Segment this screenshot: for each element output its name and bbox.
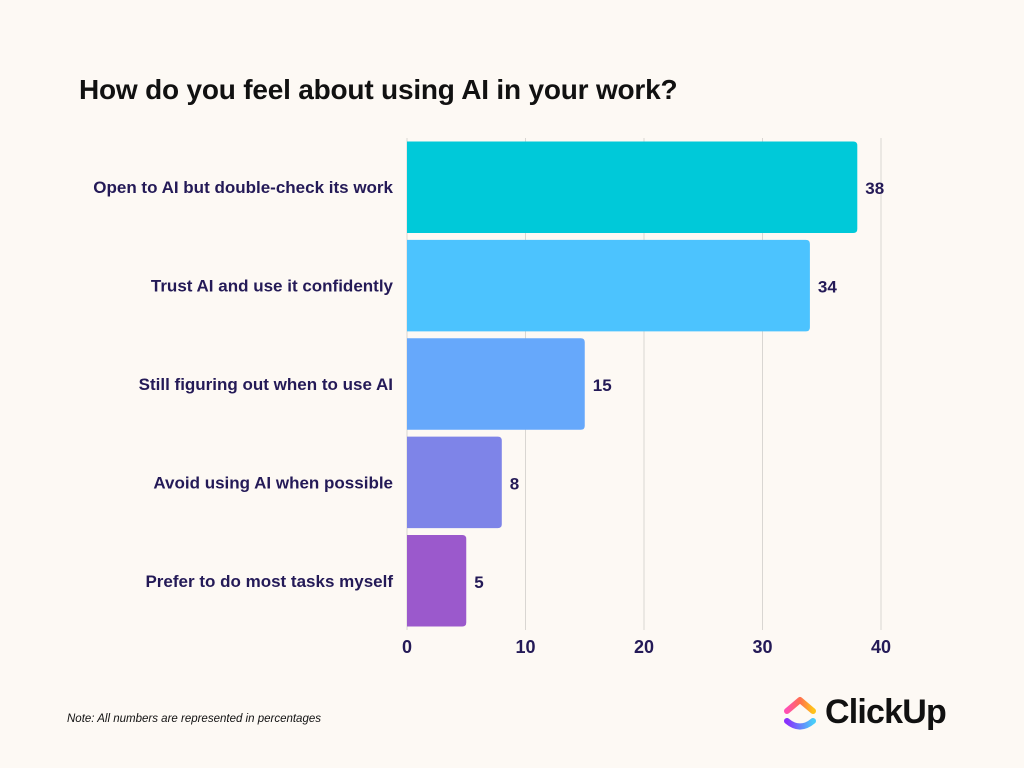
x-tick-label: 40	[871, 637, 891, 657]
bar	[407, 535, 467, 627]
category-label: Open to AI but double-check its work	[93, 178, 393, 197]
bars	[407, 141, 858, 627]
value-label: 8	[510, 474, 519, 493]
clickup-logo-icon	[784, 696, 816, 729]
bar	[407, 338, 585, 430]
category-label: Avoid using AI when possible	[153, 473, 393, 492]
category-label: Still figuring out when to use AI	[139, 375, 393, 394]
brand-name: ClickUp	[825, 693, 947, 731]
bar	[407, 141, 858, 233]
x-tick-label: 30	[752, 637, 772, 657]
x-tick-label: 10	[515, 637, 535, 657]
value-label: 34	[818, 278, 837, 297]
bar	[407, 239, 810, 332]
value-label: 5	[474, 573, 483, 592]
bar	[407, 436, 502, 529]
value-label: 38	[865, 179, 884, 198]
brand-logo: ClickUp	[783, 693, 947, 732]
category-label: Trust AI and use it confidently	[151, 277, 394, 296]
labels: 0 10 20 30 40 Open to AI but double-check its…	[93, 178, 891, 657]
footnote: Note: All numbers are represented in per…	[67, 713, 321, 725]
x-tick-label: 0	[402, 637, 412, 657]
category-label: Prefer to do most tasks myself	[145, 572, 393, 591]
chart-title: How do you feel about using AI in your w…	[79, 74, 678, 105]
x-tick-label: 20	[634, 637, 654, 657]
value-label: 15	[593, 376, 612, 395]
